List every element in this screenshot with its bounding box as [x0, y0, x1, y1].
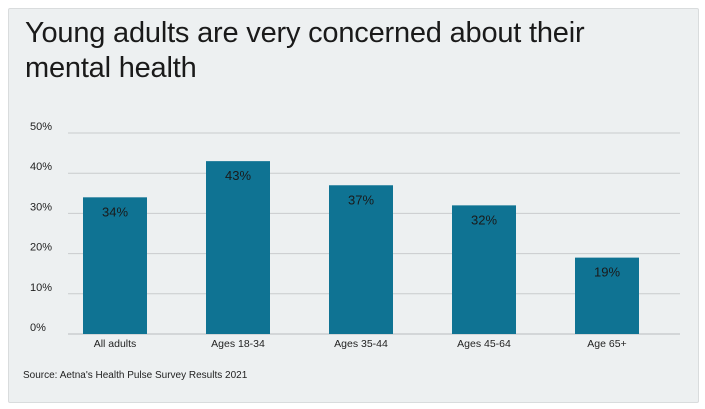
- y-tick-label: 10%: [30, 282, 52, 294]
- category-label: Ages 35-44: [334, 338, 388, 350]
- category-label: Ages 45-64: [457, 338, 511, 350]
- bar: [206, 161, 270, 334]
- data-label: 32%: [471, 212, 497, 227]
- chart-title: Young adults are very concerned about th…: [25, 17, 585, 84]
- bar: [452, 205, 516, 334]
- y-tick-label: 30%: [30, 201, 52, 213]
- bar: [575, 257, 639, 334]
- y-tick-label: 50%: [30, 121, 52, 133]
- y-tick-label: 0%: [30, 322, 46, 334]
- y-tick-label: 20%: [30, 242, 52, 254]
- category-label: All adults: [94, 338, 137, 350]
- y-tick-label: 40%: [30, 161, 52, 173]
- bar: [329, 185, 393, 334]
- data-label: 19%: [594, 265, 620, 280]
- category-label: Ages 18-34: [211, 338, 265, 350]
- bar: [83, 197, 147, 334]
- data-label: 43%: [225, 168, 251, 183]
- chart-source: Source: Aetna's Health Pulse Survey Resu…: [23, 370, 248, 381]
- data-label: 34%: [102, 204, 128, 219]
- data-label: 37%: [348, 192, 374, 207]
- category-label: Age 65+: [587, 338, 626, 350]
